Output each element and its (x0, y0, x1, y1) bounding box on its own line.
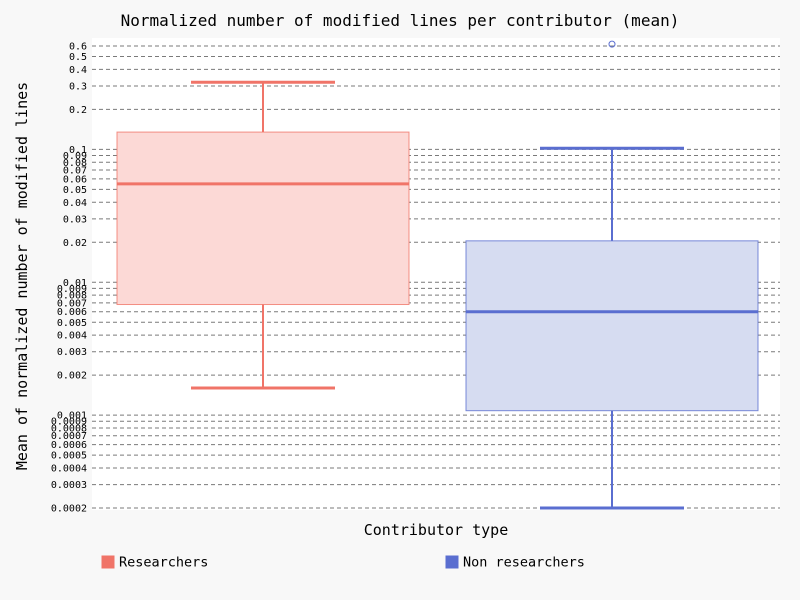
y-tick-label: 0.0006 (51, 440, 87, 451)
legend-swatch (101, 555, 115, 569)
y-tick-label: 0.05 (63, 185, 87, 196)
legend-label: Non researchers (463, 555, 585, 571)
legend-swatch (445, 555, 459, 569)
y-tick-label: 0.004 (57, 331, 87, 342)
y-tick-label: 0.006 (57, 307, 87, 318)
y-tick-label: 0.008 (57, 291, 87, 302)
outlier-point (608, 40, 616, 48)
y-tick-label: 0.0005 (51, 451, 87, 462)
y-tick-label: 0.002 (57, 371, 87, 382)
y-tick-label: 0.009 (57, 284, 87, 295)
x-axis-label: Contributor type (364, 521, 509, 539)
y-tick-label: 0.0007 (51, 431, 87, 442)
y-tick-label: 0.01 (63, 278, 87, 289)
box-iqr (465, 240, 759, 412)
y-tick-label: 0.03 (63, 214, 87, 225)
y-tick-label: 0.2 (69, 105, 87, 116)
y-tick-label: 0.005 (57, 318, 87, 329)
y-tick-label: 0.4 (69, 65, 87, 76)
y-tick-label: 0.6 (69, 42, 87, 53)
box-iqr (116, 131, 410, 306)
box-non-researchers (465, 40, 759, 510)
y-tick-label: 0.08 (63, 158, 87, 169)
y-tick-label: 0.06 (63, 174, 87, 185)
y-tick-label: 0.003 (57, 347, 87, 358)
y-tick-label: 0.0003 (51, 480, 87, 491)
chart-title: Normalized number of modified lines per … (121, 11, 680, 30)
y-tick-label: 0.09 (63, 151, 87, 162)
y-tick-label: 0.0004 (51, 464, 87, 475)
y-tick-label: 0.0002 (51, 504, 87, 515)
y-grid: 0.00020.00030.00040.00050.00060.00070.00… (51, 42, 780, 515)
y-tick-label: 0.02 (63, 238, 87, 249)
boxes (116, 40, 759, 510)
y-tick-label: 0.001 (57, 411, 87, 422)
y-axis-label: Mean of normalized number of modified li… (13, 82, 31, 470)
y-tick-label: 0.04 (63, 198, 87, 209)
y-tick-label: 0.007 (57, 298, 87, 309)
y-tick-label: 0.0009 (51, 417, 87, 428)
legend-label: Researchers (119, 555, 208, 571)
y-tick-label: 0.0008 (51, 424, 87, 435)
box-researchers (116, 80, 410, 390)
y-tick-label: 0.3 (69, 81, 87, 92)
legend: Researchers Non researchers (101, 555, 585, 571)
y-tick-label: 0.1 (69, 145, 87, 156)
y-tick-label: 0.5 (69, 52, 87, 63)
y-tick-label: 0.07 (63, 165, 87, 176)
